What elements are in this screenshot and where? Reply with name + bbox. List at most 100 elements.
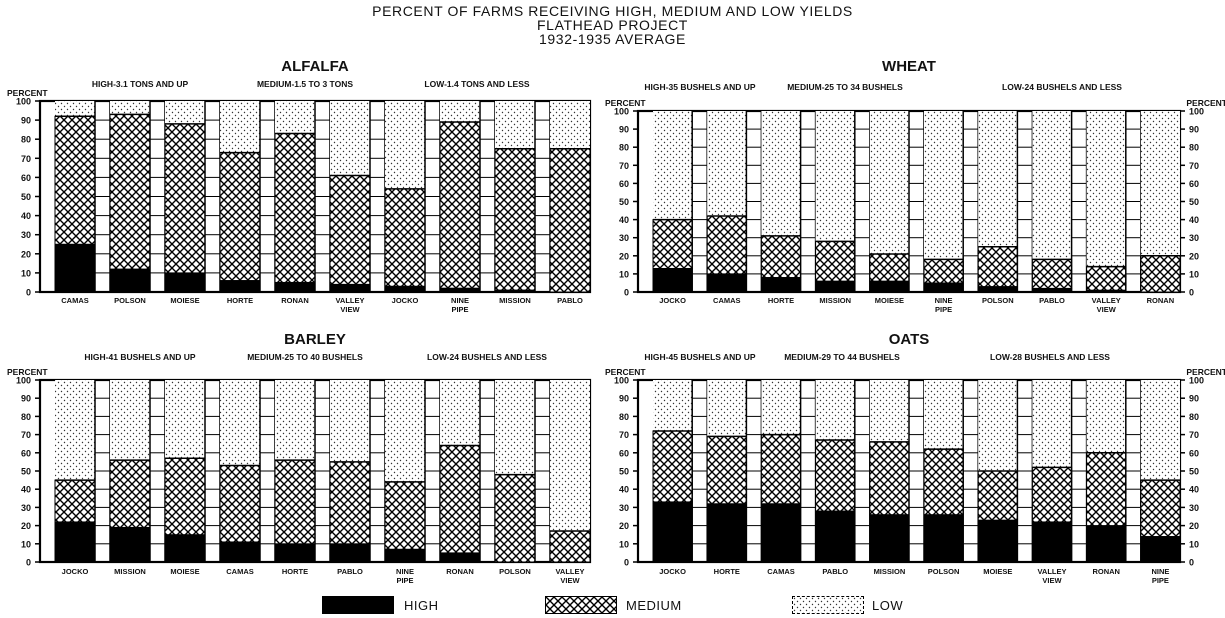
y-tick-label: 80 — [619, 412, 629, 422]
bar-segment-high — [869, 514, 910, 563]
bar-segment-low — [440, 101, 480, 123]
bar-segment-medium — [977, 246, 1018, 288]
bar-segment-medium — [164, 123, 206, 274]
x-tick-label: JOCKO — [62, 567, 89, 576]
legend-swatch-high — [322, 596, 394, 614]
legend-label-low: LOW — [872, 598, 904, 613]
x-tick-label: VALLEY — [1092, 296, 1121, 305]
y-tick-label-right: 80 — [1189, 412, 1199, 422]
panel-criteria-label: HIGH-41 BUSHELS AND UP — [84, 352, 195, 362]
y-tick-label-right: 60 — [1189, 448, 1199, 458]
bar-segment-low — [1140, 111, 1180, 256]
y-tick-label: 10 — [21, 268, 31, 278]
panel-criteria-label: HIGH-35 BUSHELS AND UP — [644, 82, 755, 92]
y-tick-label-right: 10 — [1189, 269, 1199, 279]
x-tick-label: CAMAS — [713, 296, 741, 305]
chart-barley: BARLEY HIGH-41 BUSHELS AND UP MEDIUM-25 TO… — [7, 331, 592, 585]
bar-separator — [534, 380, 551, 562]
y-axis-title: PERCENT — [605, 98, 646, 108]
bar-separator — [94, 101, 111, 292]
bar-separator — [534, 101, 551, 292]
x-tick-label: NINE — [1151, 567, 1169, 576]
bar-segment-high — [384, 285, 426, 293]
bar-segment-medium — [384, 188, 426, 287]
bar-segment-medium — [329, 174, 371, 285]
bar-separator — [259, 101, 276, 292]
bar-segment-medium — [219, 152, 261, 282]
bar-segment-high — [164, 534, 206, 563]
bar-segment-medium — [439, 121, 481, 289]
y-tick-label-right: 20 — [1189, 521, 1199, 531]
y-tick-label: 90 — [619, 125, 629, 135]
y-tick-label: 90 — [619, 394, 629, 404]
y-axis-title: PERCENT — [7, 367, 48, 377]
x-tick-label: CAMAS — [61, 296, 89, 305]
x-tick-label: MOIESE — [170, 567, 199, 576]
bar-separator — [1070, 380, 1088, 562]
bar-segment-medium — [329, 461, 371, 545]
x-tick-label: RONAN — [446, 567, 474, 576]
bar-segment-medium — [652, 219, 693, 269]
y-tick-label: 30 — [619, 503, 629, 513]
bar-separator — [259, 380, 276, 562]
panel-criteria-label: MEDIUM-1.5 TO 3 TONS — [257, 79, 353, 89]
y-tick-label: 0 — [26, 288, 31, 298]
y-tick-label: 20 — [21, 521, 31, 531]
bar-segment-medium — [706, 435, 747, 505]
legend-label-medium: MEDIUM — [626, 598, 682, 613]
x-tick-label: MOIESE — [875, 296, 904, 305]
bar-segment-medium — [54, 115, 96, 245]
x-tick-label: CAMAS — [767, 567, 795, 576]
y-axis-title-right: PERCENT — [1186, 98, 1225, 108]
bar-segment-high — [815, 510, 856, 563]
bar-segment-high — [329, 283, 371, 293]
bar-separator — [1016, 380, 1034, 562]
bar-segment-high — [274, 543, 316, 563]
bar-segment-high — [977, 286, 1018, 293]
bar-segment-high — [54, 243, 96, 293]
y-tick-label: 60 — [21, 173, 31, 183]
bar-segment-medium — [760, 434, 802, 505]
x-tick-label: NINE — [396, 567, 414, 576]
x-tick-label: POLSON — [499, 567, 531, 576]
x-tick-label: JOCKO — [659, 567, 686, 576]
x-tick-label: POLSON — [114, 296, 146, 305]
panel-criteria-label: MEDIUM-25 TO 40 BUSHELS — [247, 352, 363, 362]
x-tick-label: PIPE — [1152, 576, 1169, 585]
bar-segment-low — [55, 380, 95, 481]
bar-segment-low — [653, 111, 693, 220]
bar-segment-high — [384, 548, 426, 563]
chart-oats: OATS HIGH-45 BUSHELS AND UP MEDIUM-29 TO 4… — [605, 331, 1225, 585]
bar-segment-low — [550, 101, 590, 149]
bar-segment-high — [1031, 521, 1073, 563]
x-tick-label: NINE — [935, 296, 953, 305]
y-tick-label: 50 — [619, 197, 629, 207]
bar-segment-low — [1140, 380, 1180, 481]
bar-separator — [314, 380, 331, 562]
bar-segment-medium — [815, 240, 856, 282]
bar-segment-medium — [384, 481, 426, 550]
bar-segment-low — [924, 111, 964, 260]
bar-separator — [854, 380, 871, 562]
y-tick-label-right: 0 — [1189, 288, 1194, 298]
x-tick-label: HORTE — [282, 567, 308, 576]
y-tick-label: 70 — [619, 161, 629, 171]
bar-segment-medium — [923, 258, 964, 284]
bar-segment-low — [275, 380, 315, 461]
bar-separator — [799, 380, 817, 562]
panel-criteria-label: LOW-24 BUSHELS AND LESS — [1002, 82, 1122, 92]
bar-separator — [962, 111, 979, 292]
y-tick-label-right: 40 — [1189, 215, 1199, 225]
bar-segment-medium — [869, 441, 910, 516]
bar-segment-high — [274, 281, 316, 293]
x-tick-label: MISSION — [499, 296, 531, 305]
bar-segment-low — [978, 111, 1018, 247]
panel-criteria-label: LOW-1.4 TONS AND LESS — [424, 79, 529, 89]
bar-segment-high — [439, 552, 481, 563]
bar-segment-high — [652, 267, 693, 293]
bar-separator — [314, 101, 331, 292]
bar-segment-medium — [923, 448, 964, 516]
bar-segment-low — [385, 380, 425, 482]
y-tick-label: 20 — [619, 521, 629, 531]
chart-subtitle-project: FLATHEAD PROJECT — [537, 17, 688, 33]
